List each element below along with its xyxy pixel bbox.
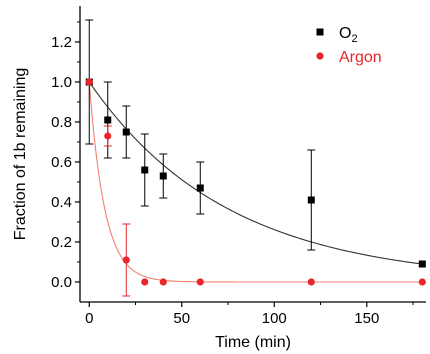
data-point-square [418, 260, 426, 268]
x-tick-label: 100 [262, 310, 287, 327]
y-tick-label: 0.4 [51, 194, 72, 211]
y-tick-label: 0.8 [51, 114, 72, 131]
data-point-square [307, 196, 315, 204]
legend-marker-circle [316, 52, 324, 60]
y-axis-label: Fraction of 1b remaining [12, 68, 29, 241]
y-tick-label: 1.0 [51, 74, 72, 91]
data-point-square [104, 116, 112, 124]
data-point-square [122, 128, 130, 136]
data-point-circle [104, 132, 112, 140]
legend-label-subscript: 2 [351, 33, 357, 45]
data-point-square [159, 172, 167, 180]
legend: O2 Argon [316, 25, 382, 66]
data-point-circle [159, 278, 167, 286]
data-point-circle [122, 256, 130, 264]
data-point-square [196, 184, 204, 192]
legend-marker-square [316, 28, 324, 36]
data-point-circle [307, 278, 315, 286]
y-tick-label: 0.0 [51, 274, 72, 291]
legend-label: Argon [339, 49, 382, 66]
data-point-square [141, 166, 149, 174]
fit-curve-argon [88, 81, 423, 283]
data-point-circle [85, 78, 93, 86]
y-tick-label: 0.2 [51, 234, 72, 251]
x-tick-label: 0 [85, 310, 93, 327]
fit-curves [88, 81, 423, 283]
data-point-circle [418, 278, 426, 286]
x-tick-label: 50 [173, 310, 190, 327]
data-point-circle [141, 278, 149, 286]
x-axis-label: Time (min) [215, 334, 291, 351]
legend-label: O2 [339, 25, 358, 45]
data-markers [85, 78, 426, 286]
y-tick-label: 1.2 [51, 34, 72, 51]
fit-curve-o [88, 81, 423, 265]
axes: 0 50 100 150 0.0 0.2 0.4 0.6 0.8 1.0 1.2 [51, 6, 426, 327]
data-point-circle [196, 278, 204, 286]
y-tick-label: 0.6 [51, 154, 72, 171]
x-tick-label: 150 [354, 310, 379, 327]
